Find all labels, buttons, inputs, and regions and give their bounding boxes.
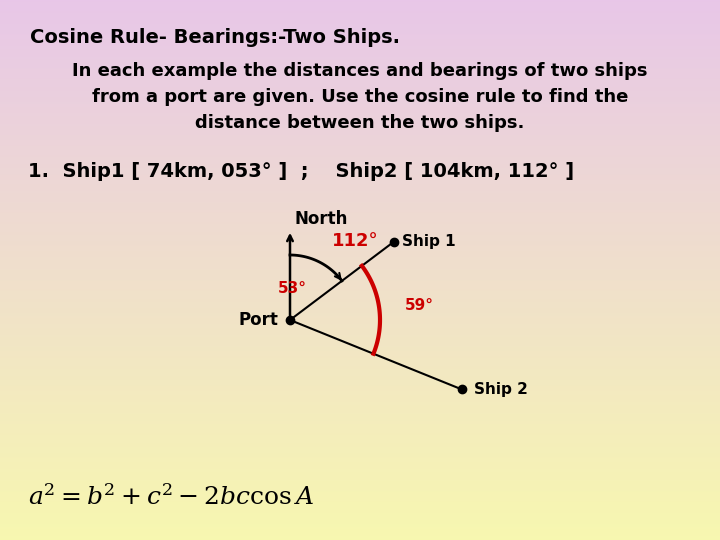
Text: distance between the two ships.: distance between the two ships. [195,114,525,132]
Text: 59°: 59° [405,298,433,313]
Text: $a^2 = b^2 + c^2 - 2bc\cos A$: $a^2 = b^2 + c^2 - 2bc\cos A$ [28,484,314,510]
Text: North: North [295,210,348,228]
Text: from a port are given. Use the cosine rule to find the: from a port are given. Use the cosine ru… [92,88,628,106]
Text: Ship 1: Ship 1 [402,234,456,249]
Text: 53°: 53° [278,281,307,296]
Text: 112°: 112° [332,232,379,251]
Text: Ship 2: Ship 2 [474,382,528,397]
Text: Port: Port [238,311,278,329]
Text: In each example the distances and bearings of two ships: In each example the distances and bearin… [72,62,648,80]
Text: Cosine Rule- Bearings:-Two Ships.: Cosine Rule- Bearings:-Two Ships. [30,28,400,47]
Text: 1.  Ship1 [ 74km, 053° ]  ;    Ship2 [ 104km, 112° ]: 1. Ship1 [ 74km, 053° ] ; Ship2 [ 104km,… [28,162,574,181]
